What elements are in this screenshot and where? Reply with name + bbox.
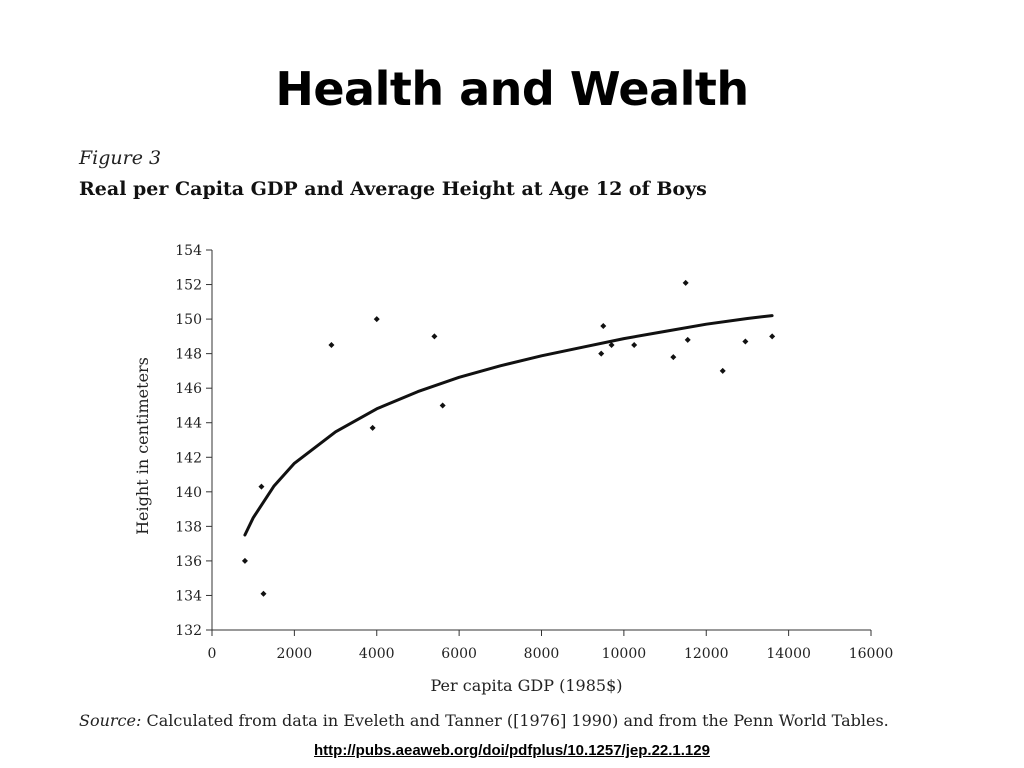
data-point — [258, 483, 265, 490]
fit-curve — [243, 314, 774, 537]
data-point — [439, 402, 446, 409]
y-tick-label: 134 — [175, 588, 202, 604]
y-tick-label: 132 — [175, 623, 202, 639]
y-tick-label: 136 — [175, 554, 202, 570]
chart-axes — [211, 250, 871, 631]
x-axis-label: Per capita GDP (1985$) — [430, 676, 622, 695]
y-tick-label: 142 — [175, 450, 202, 466]
data-point — [373, 316, 380, 323]
x-tick-label: 10000 — [602, 646, 647, 662]
x-tick-label: 0 — [208, 646, 217, 662]
data-point — [682, 279, 689, 286]
data-point — [769, 333, 776, 340]
data-point — [684, 336, 691, 343]
data-point — [670, 354, 677, 361]
data-point — [369, 424, 376, 431]
data-point — [431, 333, 438, 340]
data-point — [241, 557, 248, 564]
source-text: Calculated from data in Eveleth and Tann… — [141, 711, 889, 730]
y-tick-label: 150 — [175, 312, 202, 328]
y-axis-label: Height in centimeters — [133, 357, 152, 535]
source-lead: Source: — [79, 711, 142, 730]
x-tick-label: 16000 — [849, 646, 894, 662]
x-tick-label: 8000 — [524, 646, 560, 662]
x-tick-label: 6000 — [441, 646, 477, 662]
figure-label: Figure 3 — [79, 147, 162, 169]
y-tick-label: 152 — [175, 278, 202, 294]
x-tick-label: 14000 — [766, 646, 811, 662]
y-tick-label: 146 — [175, 381, 202, 397]
data-point — [598, 350, 605, 357]
x-tick-label: 12000 — [684, 646, 729, 662]
data-point — [600, 323, 607, 329]
data-points-layer — [241, 279, 776, 597]
y-tick-label: 140 — [175, 485, 202, 501]
y-tick-label: 148 — [175, 347, 202, 363]
y-tick-label: 154 — [175, 243, 202, 259]
data-point — [328, 342, 335, 348]
x-tick-label: 2000 — [277, 646, 313, 662]
y-tick-label: 138 — [175, 519, 202, 535]
fit-curve-layer — [243, 314, 774, 537]
source-note: Source: Calculated from data in Eveleth … — [79, 711, 889, 730]
data-point — [631, 342, 638, 348]
data-point — [260, 590, 267, 597]
data-point — [719, 367, 726, 374]
y-tick-label: 144 — [175, 416, 202, 432]
chart-title: Real per Capita GDP and Average Height a… — [79, 178, 707, 200]
scatter-chart: 132 134 136 138 140 142 144 146 148 150 152 154 0 200… — [133, 243, 893, 695]
doi-link[interactable]: http://pubs.aeaweb.org/doi/pdfplus/10.12… — [314, 742, 710, 759]
x-tick-label: 4000 — [359, 646, 395, 662]
data-point — [608, 342, 615, 348]
slide-title: Health and Wealth — [275, 62, 749, 116]
data-point — [742, 338, 749, 345]
chart-ticks: 132 134 136 138 140 142 144 146 148 150 152 154 0 200… — [175, 243, 893, 662]
